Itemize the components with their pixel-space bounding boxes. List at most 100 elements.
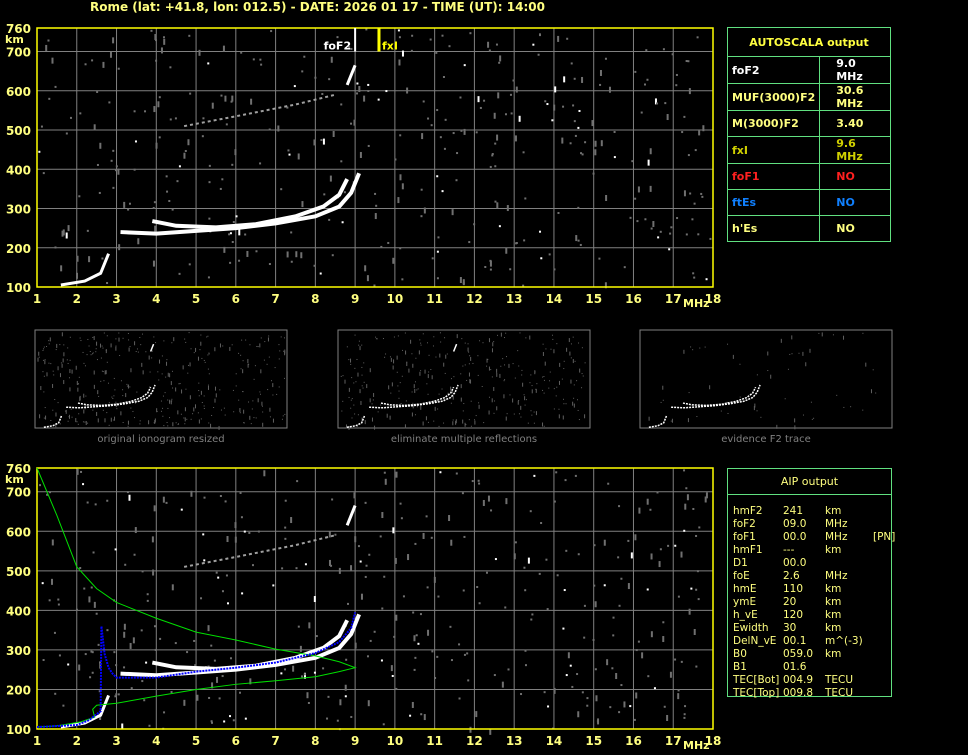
noise-dot — [580, 152, 583, 155]
noise-dot — [64, 410, 66, 412]
noise-dot — [93, 384, 95, 389]
noise-dot — [208, 373, 210, 375]
noise-dot — [198, 419, 200, 424]
aip-cell: MHz — [825, 531, 848, 543]
noise-dot — [123, 666, 126, 669]
x-tick-label: 14 — [546, 292, 563, 306]
x-tick-label: 10 — [387, 292, 404, 306]
noise-dot — [322, 667, 325, 670]
noise-dot — [207, 625, 210, 632]
noise-dot — [697, 598, 700, 601]
noise-dot — [95, 348, 97, 350]
aip-cell: km — [825, 596, 842, 608]
noise-dot — [487, 358, 489, 360]
noise-dot — [436, 175, 439, 178]
noise-dot — [789, 353, 791, 355]
noise-dot — [490, 369, 492, 371]
noise-dot — [247, 363, 249, 368]
noise-dot — [238, 259, 241, 262]
noise-dot — [208, 352, 210, 354]
noise-dot — [572, 104, 575, 107]
noise-dot — [359, 346, 361, 351]
noise-dot — [669, 232, 672, 235]
noise-dot — [393, 336, 395, 338]
noise-dot — [442, 75, 445, 78]
noise-dot — [466, 652, 469, 655]
noise-dot — [618, 604, 621, 607]
x-tick-label: 9 — [351, 292, 359, 306]
noise-dot — [356, 358, 358, 360]
noise-dot — [543, 379, 545, 381]
noise-dot — [517, 400, 519, 405]
noise-dot — [563, 368, 565, 370]
x-tick-label: 17 — [665, 734, 682, 748]
noise-dot — [458, 697, 461, 700]
noise-dot — [524, 396, 526, 401]
noise-dot — [390, 665, 393, 672]
noise-dot — [93, 336, 95, 341]
noise-dot — [203, 395, 205, 397]
noise-dot — [238, 229, 241, 236]
aip-cell: 241 — [783, 505, 804, 517]
noise-dot — [691, 218, 694, 221]
aip-cell: foF1 — [733, 531, 756, 543]
noise-dot — [704, 346, 706, 348]
noise-dot — [530, 618, 533, 621]
noise-dot — [579, 368, 581, 373]
noise-dot — [500, 365, 502, 367]
noise-dot — [413, 384, 415, 389]
noise-dot — [260, 337, 262, 339]
noise-dot — [76, 272, 79, 279]
noise-dot — [97, 643, 100, 646]
noise-dot — [122, 337, 124, 339]
noise-dot — [392, 365, 394, 370]
noise-dot — [102, 409, 104, 411]
noise-dot — [183, 417, 185, 419]
noise-dot — [106, 629, 109, 632]
noise-dot — [522, 382, 524, 387]
noise-dot — [48, 340, 50, 342]
noise-dot — [62, 704, 65, 707]
noise-dot — [192, 413, 194, 415]
noise-dot — [623, 701, 626, 708]
noise-dot — [137, 351, 139, 353]
noise-dot — [393, 359, 395, 364]
autoscala-row: M(3000)F2 3.40 — [726, 110, 891, 137]
noise-dot — [427, 117, 430, 120]
noise-dot — [517, 350, 519, 352]
noise-dot — [340, 103, 343, 106]
noise-dot — [67, 420, 69, 422]
noise-dot — [141, 680, 144, 683]
thumbnail-caption-eliminate: eliminate multiple reflections — [390, 434, 538, 445]
noise-dot — [756, 410, 758, 412]
noise-dot — [634, 70, 637, 73]
noise-dot — [696, 416, 698, 418]
noise-dot — [357, 545, 360, 548]
noise-dot — [78, 195, 81, 198]
noise-dot — [284, 351, 286, 356]
noise-dot — [206, 336, 208, 338]
noise-dot — [401, 50, 404, 57]
noise-dot — [484, 266, 487, 269]
thumbnail-trace — [671, 384, 761, 409]
noise-dot — [98, 395, 100, 397]
noise-dot — [565, 403, 567, 405]
noise-dot — [117, 67, 120, 70]
noise-dot — [200, 390, 202, 395]
noise-dot — [171, 398, 173, 400]
noise-dot — [671, 418, 673, 423]
noise-dot — [218, 697, 221, 700]
x-tick-label: 4 — [152, 292, 160, 306]
noise-dot — [224, 500, 227, 503]
noise-dot — [553, 349, 555, 354]
noise-dot — [337, 42, 340, 45]
noise-dot — [383, 471, 386, 474]
noise-dot — [207, 384, 209, 386]
aip-cell: B1 — [733, 661, 747, 673]
noise-dot — [171, 342, 173, 344]
noise-dot — [398, 36, 401, 39]
noise-dot — [518, 400, 520, 402]
noise-dot — [42, 359, 44, 361]
autoscala-value: NO — [819, 189, 891, 216]
thumbnail-caption-original: original ionogram resized — [97, 434, 225, 445]
